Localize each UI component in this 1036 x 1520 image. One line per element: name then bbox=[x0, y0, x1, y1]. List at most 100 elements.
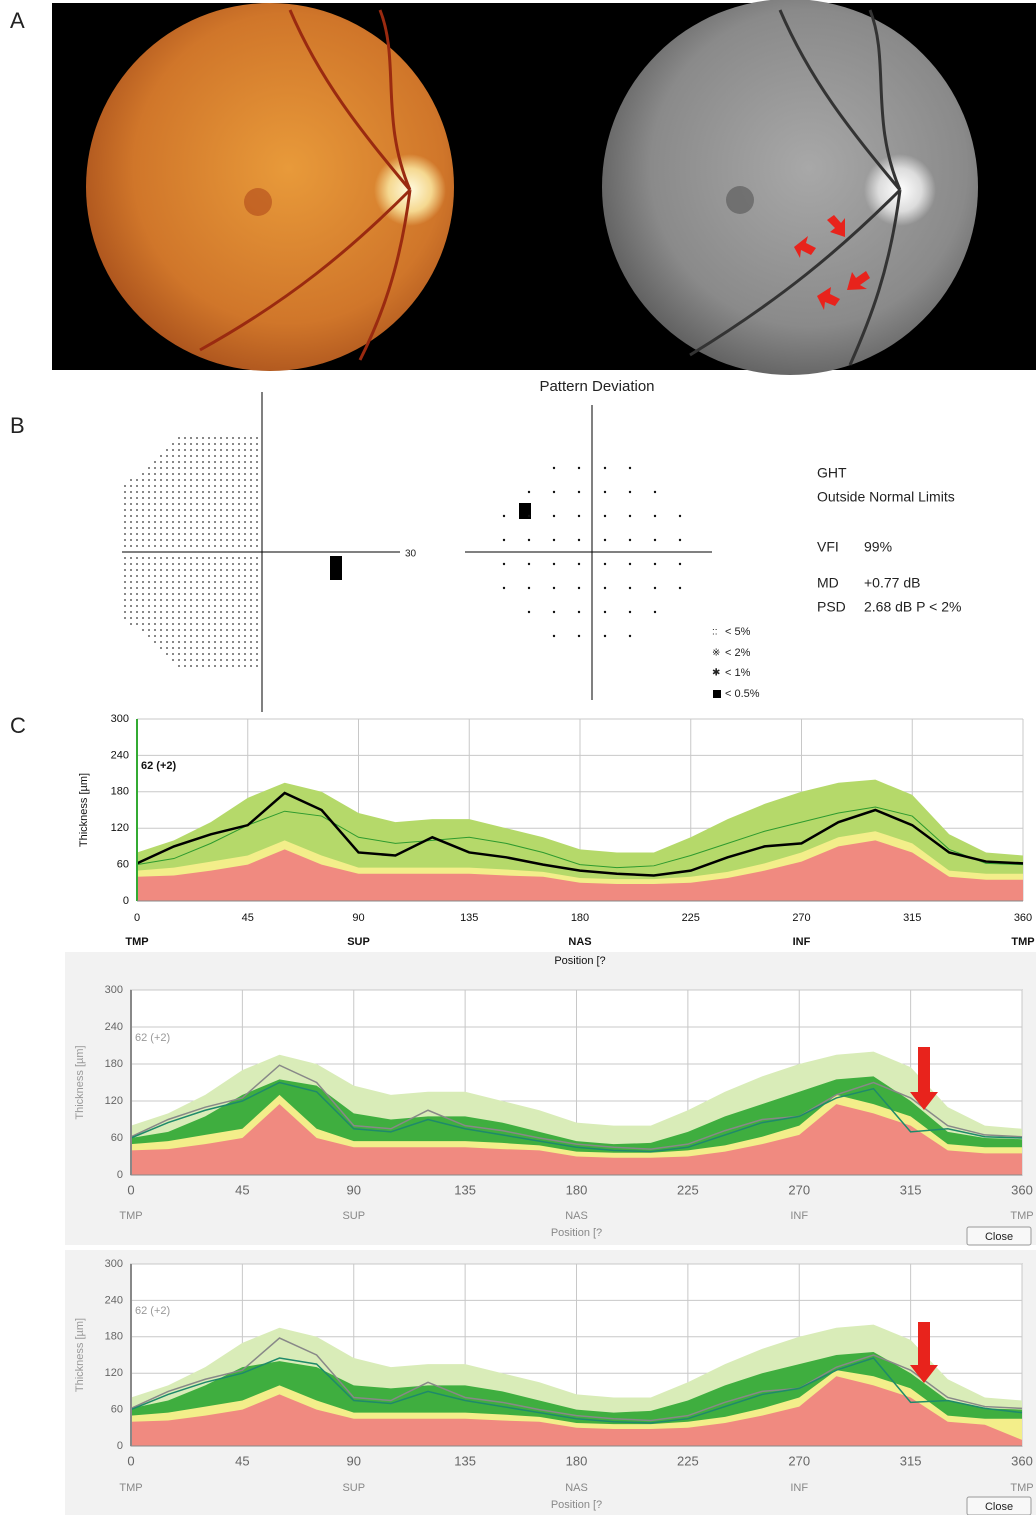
vf-dot bbox=[130, 611, 132, 613]
vf-dot bbox=[226, 533, 228, 535]
md-label: MD bbox=[817, 575, 839, 591]
vf-dot bbox=[202, 479, 204, 481]
vf-dot bbox=[184, 617, 186, 619]
vf-dot bbox=[250, 557, 252, 559]
vf-dot bbox=[178, 515, 180, 517]
vf-dot bbox=[166, 563, 168, 565]
vf-dot bbox=[256, 623, 258, 625]
vf-dot bbox=[184, 653, 186, 655]
vf-dot bbox=[166, 653, 168, 655]
ght-value: Outside Normal Limits bbox=[817, 489, 955, 505]
x-tick-label: 0 bbox=[134, 912, 140, 924]
x-tick-label: 135 bbox=[454, 1453, 476, 1468]
vf-dot bbox=[172, 515, 174, 517]
vf-dot bbox=[604, 563, 606, 565]
vf-dot bbox=[172, 545, 174, 547]
vf-dot bbox=[232, 635, 234, 637]
vf-dot bbox=[202, 533, 204, 535]
vf-dot bbox=[142, 527, 144, 529]
vf-dot bbox=[208, 455, 210, 457]
vf-dot bbox=[244, 485, 246, 487]
vf-dot bbox=[124, 527, 126, 529]
close-button-label[interactable]: Close bbox=[985, 1231, 1013, 1243]
vf-dot bbox=[226, 605, 228, 607]
vf-dot bbox=[220, 575, 222, 577]
vf-dot bbox=[226, 653, 228, 655]
vf-dot bbox=[208, 605, 210, 607]
legend-symbol: ✱ bbox=[712, 668, 720, 679]
vf-dot bbox=[184, 557, 186, 559]
vf-dot bbox=[226, 509, 228, 511]
vf-dot bbox=[244, 617, 246, 619]
vf-dot bbox=[172, 473, 174, 475]
vf-dot bbox=[226, 527, 228, 529]
vf-dot bbox=[154, 461, 156, 463]
vf-dot bbox=[578, 491, 580, 493]
vf-dot bbox=[232, 461, 234, 463]
vf-dot bbox=[250, 497, 252, 499]
vf-dot bbox=[244, 587, 246, 589]
vf-dot bbox=[629, 515, 631, 517]
vf-dot bbox=[172, 623, 174, 625]
vf-dot bbox=[190, 587, 192, 589]
vf-dot bbox=[142, 617, 144, 619]
vf-dot bbox=[154, 623, 156, 625]
vf-dot bbox=[256, 485, 258, 487]
vf-dot bbox=[196, 617, 198, 619]
vf-dot bbox=[202, 653, 204, 655]
vf-dot bbox=[208, 443, 210, 445]
vf-dot bbox=[154, 539, 156, 541]
vf-dot bbox=[208, 521, 210, 523]
vf-dot bbox=[250, 587, 252, 589]
vf-dot bbox=[166, 647, 168, 649]
vf-dot bbox=[136, 581, 138, 583]
vf-dot bbox=[202, 503, 204, 505]
x-tick-label: 360 bbox=[1014, 912, 1032, 924]
vf-dot bbox=[528, 563, 530, 565]
vf-dot bbox=[166, 539, 168, 541]
vf-dot bbox=[190, 635, 192, 637]
vf-dot bbox=[130, 479, 132, 481]
vf-dot bbox=[130, 593, 132, 595]
vf-dot bbox=[679, 563, 681, 565]
vf-dot bbox=[250, 653, 252, 655]
vf-dot bbox=[184, 509, 186, 511]
vf-dot bbox=[238, 665, 240, 667]
vf-dot bbox=[142, 485, 144, 487]
x-tick-label: 270 bbox=[788, 1182, 810, 1197]
vf-dot bbox=[238, 449, 240, 451]
vf-dot bbox=[226, 563, 228, 565]
vf-dot bbox=[226, 557, 228, 559]
vf-dot bbox=[256, 557, 258, 559]
close-button-label[interactable]: Close bbox=[985, 1501, 1013, 1513]
vf-dot bbox=[244, 623, 246, 625]
vf-dot bbox=[202, 569, 204, 571]
vf-dot bbox=[208, 617, 210, 619]
vf-dot bbox=[178, 491, 180, 493]
vf-dot bbox=[256, 587, 258, 589]
vf-dot bbox=[220, 569, 222, 571]
vf-dot bbox=[220, 545, 222, 547]
vf-dot bbox=[528, 515, 530, 517]
vf-dot bbox=[190, 575, 192, 577]
vf-dot bbox=[214, 527, 216, 529]
vf-dot bbox=[166, 605, 168, 607]
vf-dot bbox=[154, 509, 156, 511]
vf-dot bbox=[124, 521, 126, 523]
vf-dot bbox=[148, 545, 150, 547]
vf-dot bbox=[178, 455, 180, 457]
vf-dot bbox=[196, 605, 198, 607]
vf-dot bbox=[244, 581, 246, 583]
legend-label: < 2% bbox=[725, 647, 751, 659]
vf-dot bbox=[528, 539, 530, 541]
vf-dot bbox=[214, 515, 216, 517]
vf-dot bbox=[214, 467, 216, 469]
vf-dot bbox=[232, 563, 234, 565]
vf-dot bbox=[184, 665, 186, 667]
vf-dot bbox=[208, 599, 210, 601]
vf-dot bbox=[172, 527, 174, 529]
vf-dot bbox=[184, 467, 186, 469]
vf-dot bbox=[214, 533, 216, 535]
vf-dot bbox=[196, 575, 198, 577]
vf-dot bbox=[220, 515, 222, 517]
